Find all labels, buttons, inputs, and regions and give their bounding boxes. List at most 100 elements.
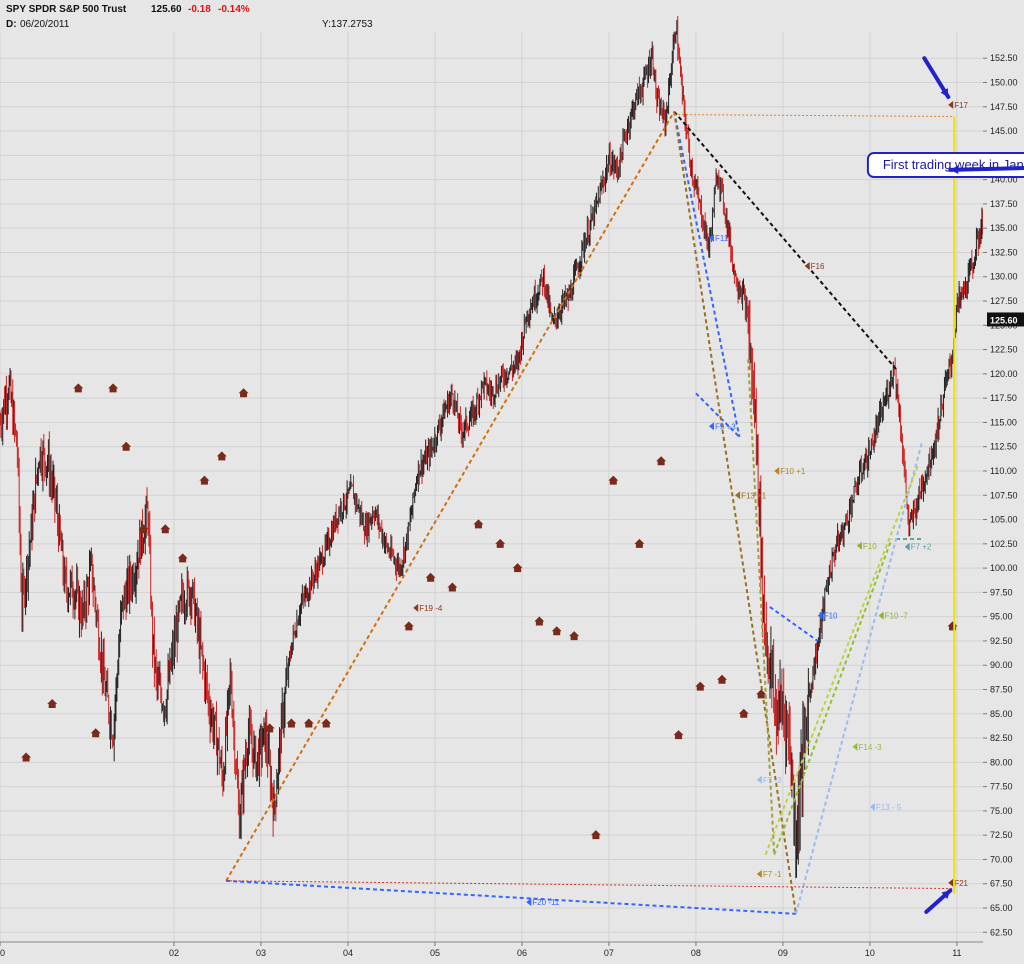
trendline-label: F20 -11	[532, 898, 560, 907]
trendline-label: F10 +1	[780, 467, 806, 476]
x-tick-label: 08	[691, 948, 701, 958]
trendline-label: F7 -3	[763, 776, 782, 785]
trendline-label: F13 +1	[741, 491, 767, 500]
house-marker	[286, 718, 297, 728]
y-tick-label: 95.00	[990, 612, 1013, 622]
trendline-label: F7 +2	[911, 543, 932, 552]
trendline-label: F16	[811, 262, 825, 271]
x-axis: 00 02 03 04 05 06 07 08 09 10 11	[0, 941, 983, 958]
house-marker	[673, 730, 684, 740]
y-tick-label: 105.00	[990, 515, 1018, 525]
trendline-label: F13 - 5	[876, 803, 902, 812]
y-tick-label: 112.50	[990, 442, 1017, 452]
house-marker	[756, 689, 767, 699]
label-arrow	[904, 542, 910, 551]
date-label: D:	[6, 19, 17, 30]
house-marker	[177, 553, 188, 563]
house-marker	[21, 752, 32, 762]
house-marker	[138, 524, 149, 534]
house-marker	[121, 441, 132, 451]
house-marker	[216, 451, 227, 461]
y-tick-label: 67.50	[990, 879, 1013, 889]
annotation-overlay: First trading week in January	[866, 56, 1024, 914]
label-arrow	[817, 611, 823, 620]
trendline	[747, 359, 776, 855]
date-value: 06/20/2011	[20, 19, 70, 30]
x-tick-label: 00	[0, 948, 5, 958]
top-arrow-head	[940, 88, 949, 98]
price-candles	[0, 16, 998, 879]
house-marker	[321, 718, 332, 728]
house-marker	[512, 563, 523, 573]
trendlines	[225, 110, 953, 915]
y-tick-label: 127.50	[990, 296, 1018, 306]
grid	[0, 32, 983, 942]
trendline-label: F19 -4	[419, 604, 443, 613]
house-marker	[303, 718, 314, 728]
house-marker	[551, 626, 562, 636]
house-marker	[73, 383, 84, 393]
y-tick-label: 70.00	[990, 854, 1013, 864]
y-tick-label: 130.00	[990, 272, 1018, 282]
trendline	[773, 538, 893, 855]
label-arrow	[756, 775, 762, 784]
y-tick-label: 107.50	[990, 490, 1018, 500]
house-marker	[90, 728, 101, 738]
y-axis-background	[983, 32, 1024, 964]
symbol-title: SPY SPDR S&P 500 Trust	[6, 4, 127, 15]
x-tick-label: 10	[865, 948, 875, 958]
trendline-label: F14 -3	[859, 743, 883, 752]
y-tick-label: 85.00	[990, 709, 1013, 719]
y-tick-label: 72.50	[990, 830, 1013, 840]
house-marker	[634, 538, 645, 548]
house-marker	[608, 475, 619, 485]
y-tick-label: 147.50	[990, 102, 1018, 112]
y-tick-label: 90.00	[990, 660, 1013, 670]
house-marker	[717, 674, 728, 684]
last-price-tag-text: 125.60	[990, 315, 1018, 325]
trendline-label: F10	[824, 612, 838, 621]
y-tick-label: 65.00	[990, 903, 1013, 913]
label-arrow	[413, 603, 419, 612]
x-tick-label: 11	[952, 948, 961, 958]
trendline-label: F21	[954, 879, 968, 888]
house-marker	[403, 621, 414, 631]
y-tick-label: 137.50	[990, 199, 1018, 209]
y-tick-label: 120.00	[990, 369, 1018, 379]
chart-header: SPY SPDR S&P 500 Trust 125.60 -0.18 -0.1…	[0, 0, 1024, 32]
house-marker	[238, 388, 249, 398]
y-tick-label: 102.50	[990, 539, 1018, 549]
label-arrow	[869, 803, 875, 812]
trendline-label: F10	[863, 542, 877, 551]
house-marker	[160, 524, 171, 534]
house-marker	[695, 681, 706, 691]
y-tick-label: 100.00	[990, 563, 1018, 573]
x-tick-label: 05	[430, 948, 440, 958]
label-arrow	[856, 541, 862, 550]
house-marker	[108, 383, 119, 393]
trendline	[673, 111, 741, 438]
y-tick-label: 77.50	[990, 782, 1013, 792]
trendline	[673, 110, 897, 370]
label-arrow	[708, 422, 714, 431]
price-change: -0.18	[188, 4, 211, 15]
y-tick-label: 122.50	[990, 345, 1018, 355]
trendline	[795, 441, 924, 915]
callout-arrow	[948, 166, 1024, 172]
callout-box	[866, 152, 1024, 179]
y-tick-label: 117.50	[990, 393, 1017, 403]
trendline	[673, 111, 797, 914]
trendline-label: F11	[715, 234, 729, 243]
label-arrow	[526, 898, 532, 907]
y-tick-label: 75.00	[990, 806, 1013, 816]
house-marker	[447, 582, 458, 592]
trendline-label: F17	[954, 101, 968, 110]
label-arrow	[708, 233, 714, 242]
last-price-tag	[987, 312, 1024, 327]
y-tick-label: 62.50	[990, 927, 1013, 937]
y-tick-label: 140.00	[990, 175, 1018, 185]
house-marker	[199, 475, 210, 485]
trendline	[695, 392, 741, 438]
y-tick-label: 132.50	[990, 247, 1018, 257]
